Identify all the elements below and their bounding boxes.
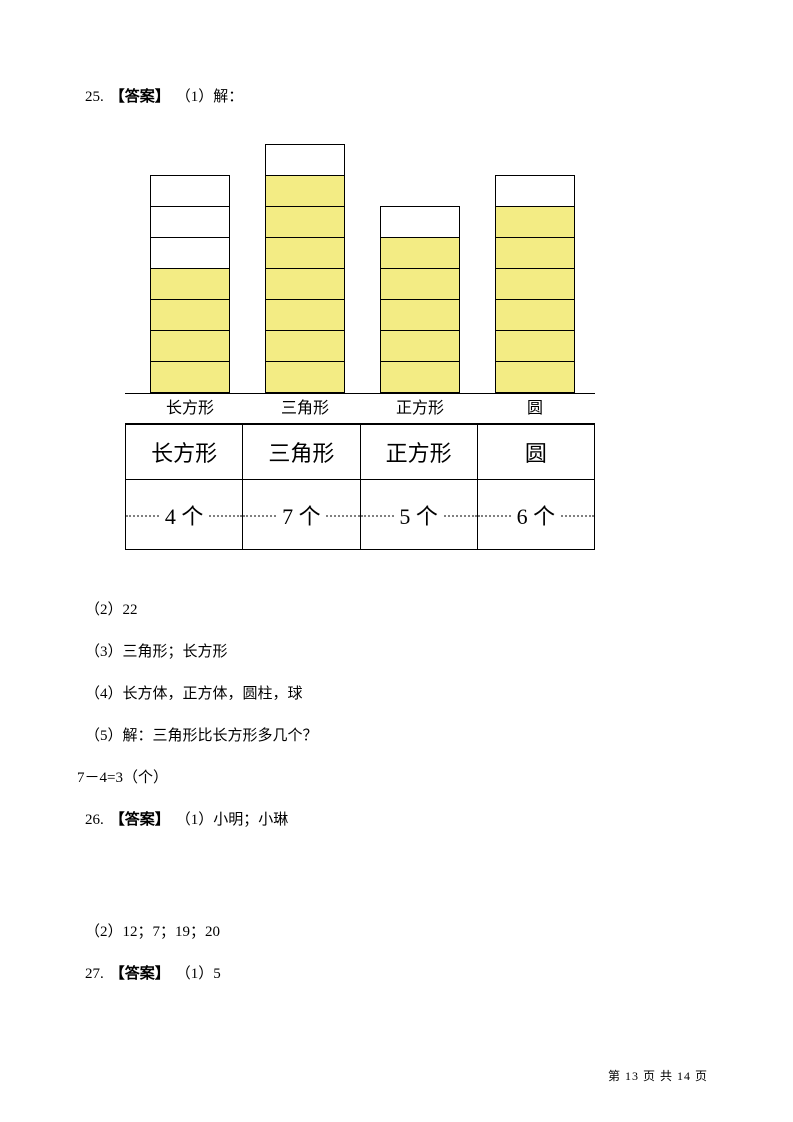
bar-cell: [495, 330, 575, 362]
bar-cell: [495, 175, 575, 207]
bar-cell: [495, 361, 575, 393]
q27-part1: （1）5: [176, 962, 221, 986]
q25-part2: （2）22: [85, 598, 708, 622]
footer-total: 14: [677, 1069, 691, 1083]
bar-cell: [380, 330, 460, 362]
table-header-cell: 正方形: [360, 425, 477, 480]
q25-answer-label: 【答案】: [110, 85, 170, 109]
q25-header: 25. 【答案】 （1）解：: [85, 85, 708, 109]
bar-cell: [495, 237, 575, 269]
axis-label: 三角形: [265, 394, 345, 418]
page-container: 25. 【答案】 （1）解： 长方形三角形正方形圆 长方形三角形正方形圆 4 个…: [0, 0, 793, 1122]
bar-圆: [495, 176, 575, 393]
q26-number: 26.: [85, 808, 104, 832]
table-header-cell: 圆: [477, 425, 594, 480]
bar-cell: [150, 330, 230, 362]
bar-cell: [380, 268, 460, 300]
footer-page: 13: [625, 1069, 639, 1083]
bar-cell: [150, 268, 230, 300]
bar-cell: [265, 268, 345, 300]
footer-suffix: 页: [695, 1069, 708, 1083]
bar-cell: [265, 206, 345, 238]
axis-label: 圆: [495, 394, 575, 418]
count-value: 4 个: [161, 499, 208, 531]
table-header-cell: 长方形: [126, 425, 243, 480]
table-count-cell: 4 个: [126, 480, 243, 550]
q25-calc: 7－4=3（个）: [77, 766, 708, 790]
q25-answers: （2）22 （3）三角形；长方形 （4）长方体，正方体，圆柱，球 （5）解：三角…: [85, 598, 708, 790]
q25-part1: （1）解：: [176, 85, 244, 109]
footer-mid: 页 共: [643, 1069, 673, 1083]
data-table: 长方形三角形正方形圆 4 个 7 个 5 个 6 个: [125, 424, 595, 550]
footer-prefix: 第: [608, 1069, 621, 1083]
table-count-row: 4 个 7 个 5 个 6 个: [126, 480, 595, 550]
bar-cell: [380, 237, 460, 269]
bar-chart: 长方形三角形正方形圆 长方形三角形正方形圆 4 个7 个5 个6 个: [125, 129, 595, 550]
bar-三角形: [265, 145, 345, 393]
q25-part3: （3）三角形；长方形: [85, 640, 708, 664]
axis-label: 长方形: [150, 394, 230, 418]
bar-cell: [380, 299, 460, 331]
q27-answer-label: 【答案】: [110, 962, 170, 986]
bar-cell: [150, 206, 230, 238]
bar-cell: [265, 144, 345, 176]
bar-cell: [265, 175, 345, 207]
q25-part5: （5）解：三角形比长方形多几个？: [85, 724, 708, 748]
count-value: 6 个: [513, 499, 560, 531]
chart-plot-area: [125, 129, 595, 394]
bar-cell: [265, 237, 345, 269]
q25-part4: （4）长方体，正方体，圆柱，球: [85, 682, 708, 706]
bar-长方形: [150, 176, 230, 393]
table-header-cell: 三角形: [243, 425, 360, 480]
bar-cell: [150, 361, 230, 393]
bar-cell: [265, 299, 345, 331]
q27-number: 27.: [85, 962, 104, 986]
q25-number: 25.: [85, 85, 104, 109]
q26-part1: （1）小明；小琳: [176, 808, 289, 832]
bar-cell: [495, 268, 575, 300]
bar-cell: [150, 175, 230, 207]
spacer: [85, 850, 708, 920]
q26-header: 26. 【答案】 （1）小明；小琳: [85, 808, 708, 832]
page-footer: 第 13 页 共 14 页: [608, 1067, 708, 1084]
table-header-row: 长方形三角形正方形圆: [126, 425, 595, 480]
q27-header: 27. 【答案】 （1）5: [85, 962, 708, 986]
bar-cell: [265, 361, 345, 393]
bar-cell: [150, 299, 230, 331]
bar-cell: [380, 361, 460, 393]
bar-正方形: [380, 207, 460, 393]
table-count-cell: 5 个: [360, 480, 477, 550]
count-value: 5 个: [395, 499, 442, 531]
count-value: 7 个: [278, 499, 325, 531]
table-count-cell: 6 个: [477, 480, 594, 550]
q26-part2: （2）12；7；19；20: [85, 920, 708, 944]
table-count-cell: 7 个: [243, 480, 360, 550]
bar-cell: [380, 206, 460, 238]
axis-label: 正方形: [380, 394, 460, 418]
bar-cell: [495, 206, 575, 238]
chart-axis-labels: 长方形 三角形 正方形 圆: [125, 394, 595, 424]
bar-cell: [495, 299, 575, 331]
bar-cell: [265, 330, 345, 362]
q26-answer-label: 【答案】: [110, 808, 170, 832]
bar-cell: [150, 237, 230, 269]
